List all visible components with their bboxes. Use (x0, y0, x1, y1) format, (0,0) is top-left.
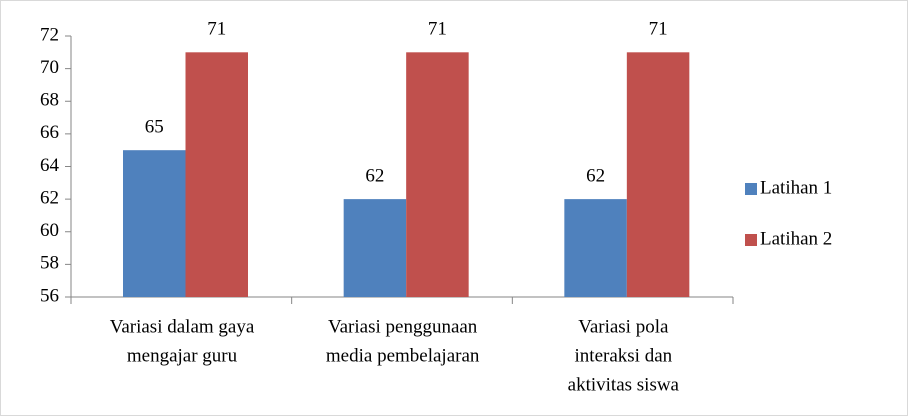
y-tick-label: 72 (40, 24, 59, 45)
x-tick-label: interaksi dan (575, 345, 673, 366)
data-label: 62 (586, 165, 605, 186)
bar (626, 52, 690, 297)
data-label: 62 (365, 165, 384, 186)
y-tick-label: 66 (40, 122, 59, 143)
bar (343, 199, 407, 297)
legend-swatch (745, 183, 757, 195)
x-tick-label: mengajar guru (127, 345, 238, 366)
x-tick-label: media pembelajaran (326, 345, 480, 366)
bar (564, 199, 627, 297)
x-tick-label: Variasi dalam gaya (110, 316, 255, 337)
y-tick-label: 60 (40, 220, 59, 241)
data-label: 71 (649, 19, 668, 40)
legend-swatch (745, 234, 757, 246)
bar (185, 52, 248, 297)
y-tick-label: 56 (40, 285, 59, 306)
legend-label: Latihan 2 (760, 228, 832, 249)
y-tick-label: 64 (40, 155, 60, 176)
x-tick-label: Variasi pola (578, 316, 669, 337)
y-tick-label: 58 (40, 253, 59, 274)
data-label: 65 (145, 117, 164, 138)
x-tick-label: aktivitas siswa (568, 374, 680, 395)
x-tick-label: Variasi penggunaan (328, 316, 478, 337)
y-tick-label: 68 (40, 90, 59, 111)
y-tick-label: 62 (40, 187, 59, 208)
legend-label: Latihan 1 (760, 177, 832, 198)
y-tick-label: 70 (40, 57, 59, 78)
bar (123, 150, 186, 297)
data-label: 71 (428, 19, 447, 40)
bar (406, 52, 469, 297)
data-label: 71 (207, 19, 226, 40)
